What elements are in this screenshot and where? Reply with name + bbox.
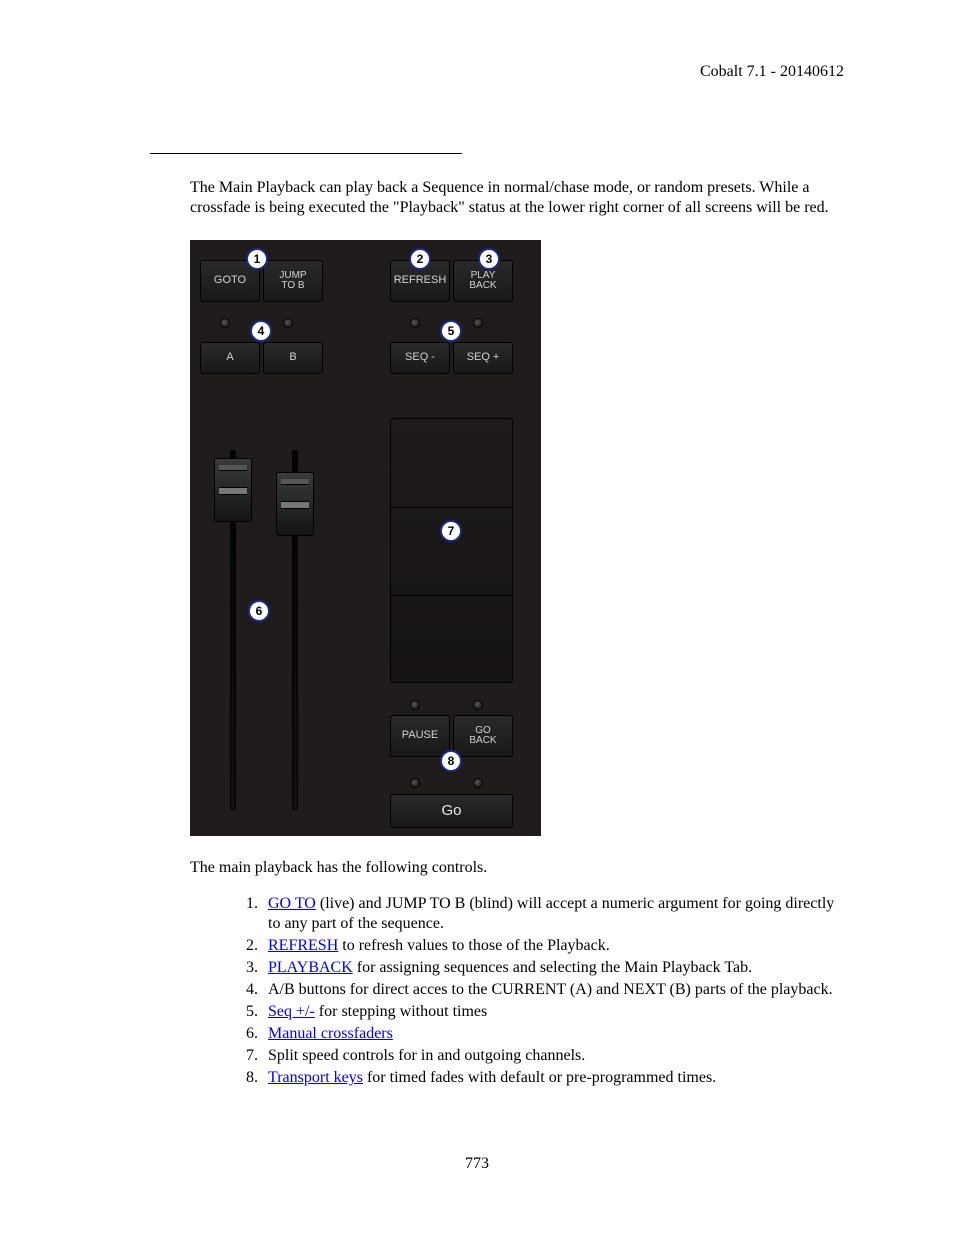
jump-to-b-line2: TO B	[281, 281, 304, 292]
body-block: The Main Playback can play back a Sequen…	[190, 178, 844, 1088]
callout-4: 4	[250, 320, 272, 342]
transport-keys-link[interactable]: Transport keys	[268, 1069, 363, 1086]
play-back-line2: BACK	[469, 281, 496, 292]
fader-b-handle[interactable]	[276, 472, 314, 536]
intro-paragraph: The Main Playback can play back a Sequen…	[190, 178, 844, 218]
indicator-dot-icon	[410, 778, 420, 788]
list-item-text: to refresh values to those of the Playba…	[338, 937, 609, 954]
callout-6: 6	[248, 600, 270, 622]
header-version: Cobalt 7.1 - 20140612	[80, 63, 874, 81]
panel-divider	[391, 507, 512, 508]
list-item: PLAYBACK for assigning sequences and sel…	[262, 958, 844, 978]
list-item-text: for stepping without times	[315, 1003, 487, 1020]
indicator-dot-icon	[220, 318, 230, 328]
list-item: Manual crossfaders	[262, 1024, 844, 1044]
page-number: 773	[0, 1155, 954, 1173]
indicator-dot-icon	[473, 318, 483, 328]
indicator-dot-icon	[473, 778, 483, 788]
callout-5: 5	[440, 320, 462, 342]
jump-to-b-button[interactable]: JUMP TO B	[263, 260, 323, 302]
callout-1: 1	[246, 248, 268, 270]
list-item-text: Split speed controls for in and outgoing…	[268, 1047, 585, 1064]
seq-link[interactable]: Seq +/-	[268, 1003, 315, 1020]
indicator-dot-icon	[410, 318, 420, 328]
fader-a-handle[interactable]	[214, 458, 252, 522]
controls-list: GO TO (live) and JUMP TO B (blind) will …	[190, 894, 844, 1088]
indicator-dot-icon	[473, 700, 483, 710]
list-item: A/B buttons for direct acces to the CURR…	[262, 980, 844, 1000]
go-back-button[interactable]: GO BACK	[453, 715, 513, 757]
panel-divider	[391, 595, 512, 596]
a-button[interactable]: A	[200, 342, 260, 374]
split-speed-panel[interactable]	[390, 418, 513, 683]
pause-button[interactable]: PAUSE	[390, 715, 450, 757]
list-item: GO TO (live) and JUMP TO B (blind) will …	[262, 894, 844, 934]
playback-figure: GOTO JUMP TO B REFRESH PLAY BACK A B SEQ…	[190, 240, 541, 836]
list-item-text: A/B buttons for direct acces to the CURR…	[268, 981, 833, 998]
list-item: Split speed controls for in and outgoing…	[262, 1046, 844, 1066]
callout-7: 7	[440, 520, 462, 542]
list-item-text: for assigning sequences and selecting th…	[353, 959, 752, 976]
goto-link[interactable]: GO TO	[268, 895, 316, 912]
callout-2: 2	[409, 248, 431, 270]
indicator-dot-icon	[283, 318, 293, 328]
callout-8: 8	[440, 750, 462, 772]
b-button[interactable]: B	[263, 342, 323, 374]
list-item: Seq +/- for stepping without times	[262, 1002, 844, 1022]
playback-link[interactable]: PLAYBACK	[268, 959, 353, 976]
go-button[interactable]: Go	[390, 794, 513, 828]
page: Cobalt 7.1 - 20140612 The Main Playback …	[0, 0, 954, 1235]
list-item: REFRESH to refresh values to those of th…	[262, 936, 844, 956]
after-figure-text: The main playback has the following cont…	[190, 858, 844, 878]
list-item-text: for timed fades with default or pre-prog…	[363, 1069, 716, 1086]
section-rule	[150, 153, 462, 154]
list-item: Transport keys for timed fades with defa…	[262, 1068, 844, 1088]
seq-minus-button[interactable]: SEQ -	[390, 342, 450, 374]
seq-plus-button[interactable]: SEQ +	[453, 342, 513, 374]
go-back-line2: BACK	[469, 736, 496, 747]
crossfaders-link[interactable]: Manual crossfaders	[268, 1025, 393, 1042]
refresh-link[interactable]: REFRESH	[268, 937, 338, 954]
indicator-dot-icon	[410, 700, 420, 710]
list-item-text: (live) and JUMP TO B (blind) will accept…	[268, 895, 834, 932]
callout-3: 3	[478, 248, 500, 270]
